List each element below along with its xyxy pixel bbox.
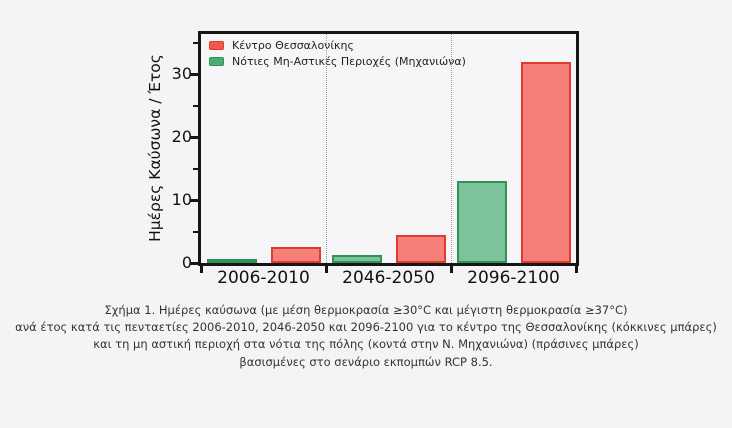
y-tick-label: 20 xyxy=(171,127,192,147)
x-boundary-tick xyxy=(199,266,203,273)
bar-series0-2046-2050 xyxy=(395,234,446,263)
y-major-tick xyxy=(190,261,198,265)
bar-series1-2006-2010 xyxy=(206,258,257,263)
bar-group-2006-2010 xyxy=(201,34,326,263)
caption-line-2: ανά έτος κατά τις πενταετίες 2006-2010, … xyxy=(15,320,717,335)
legend-label: Κέντρο Θεσσαλονίκης xyxy=(232,39,354,52)
x-category-label-2006-2010: 2006-2010 xyxy=(217,268,310,288)
y-tick-label: 0 xyxy=(181,253,192,272)
x-category-label-2046-2050: 2046-2050 xyxy=(342,268,435,288)
y-major-tick xyxy=(190,135,198,139)
legend-swatch-icon xyxy=(209,41,224,50)
bar-series1-2096-2100 xyxy=(456,181,507,263)
group-separator xyxy=(451,34,452,263)
y-major-tick xyxy=(190,198,198,202)
legend-row-1: Νότιες Μη-Αστικές Περιοχές (Μηχανιώνα) xyxy=(209,55,466,68)
y-tick-label: 30 xyxy=(171,64,192,84)
bar-series0-2006-2010 xyxy=(270,247,321,263)
legend-row-0: Κέντρο Θεσσαλονίκης xyxy=(209,39,466,52)
y-minor-tick xyxy=(193,41,198,44)
plot-area: Κέντρο Θεσσαλονίκης Νότιες Μη-Αστικές Περ… xyxy=(190,31,579,273)
y-minor-tick xyxy=(193,104,198,107)
bar-group-2096-2100 xyxy=(451,34,576,263)
legend: Κέντρο Θεσσαλονίκης Νότιες Μη-Αστικές Περ… xyxy=(209,39,466,71)
bar-series1-2046-2050 xyxy=(331,255,382,263)
caption-line-3: και τη μη αστική περιοχή στα νότια της π… xyxy=(93,337,639,352)
legend-swatch-icon xyxy=(209,57,224,66)
figure-caption: Σχήμα 1. Ημέρες καύσωνα (με μέση θερμοκρ… xyxy=(0,302,732,371)
y-minor-tick xyxy=(193,167,198,170)
bar-group-2046-2050 xyxy=(326,34,451,263)
caption-line-1: Σχήμα 1. Ημέρες καύσωνα (με μέση θερμοκρ… xyxy=(104,303,628,317)
x-boundary-tick xyxy=(324,266,328,273)
x-boundary-tick xyxy=(449,266,453,273)
bar-series0-2096-2100 xyxy=(520,61,571,263)
x-boundary-tick xyxy=(574,266,578,273)
y-minor-tick xyxy=(193,230,198,233)
x-category-label-2096-2100: 2096-2100 xyxy=(467,268,560,288)
group-separator xyxy=(326,34,327,263)
caption-line-4: βασισμένες στο σενάριο εκπομπών RCP 8.5. xyxy=(239,354,493,369)
legend-label: Νότιες Μη-Αστικές Περιοχές (Μηχανιώνα) xyxy=(232,55,466,68)
y-major-tick xyxy=(190,72,198,76)
y-tick-label: 10 xyxy=(171,190,192,210)
